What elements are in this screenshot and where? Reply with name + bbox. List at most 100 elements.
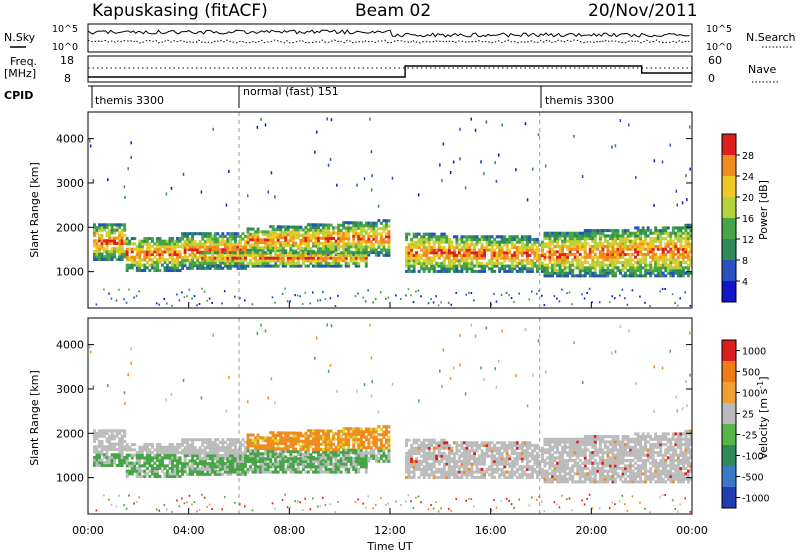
power-cell	[233, 234, 237, 238]
power-cell	[535, 292, 538, 295]
velocity-cell	[135, 459, 139, 463]
power-cell	[671, 253, 675, 257]
power-cell	[364, 256, 368, 260]
power-cell	[173, 239, 177, 243]
velocity-cell	[100, 458, 104, 462]
power-cell	[440, 235, 444, 239]
power-cell	[656, 234, 660, 238]
power-cell	[93, 233, 96, 238]
velocity-cell	[266, 436, 270, 440]
velocity-cell	[198, 467, 202, 471]
power-cell	[664, 274, 668, 278]
velocity-cell	[206, 472, 210, 476]
velocity-cell	[354, 459, 358, 463]
power-cell	[535, 259, 539, 263]
power-cell	[679, 229, 683, 233]
power-cell	[581, 175, 584, 179]
velocity-cell	[266, 449, 270, 453]
power-cell	[148, 253, 152, 257]
velocity-cell	[314, 431, 318, 436]
power-cell	[568, 263, 572, 267]
power-cell	[354, 224, 358, 228]
velocity-cell	[306, 455, 310, 459]
velocity-cell	[319, 467, 323, 471]
power-cell	[535, 253, 539, 257]
power-cell	[601, 260, 605, 265]
power-cell	[561, 247, 565, 251]
velocity-cell	[208, 438, 212, 442]
velocity-cell	[254, 449, 258, 453]
power-cell	[311, 236, 315, 240]
power-cell	[244, 242, 247, 246]
power-cell	[251, 243, 255, 247]
power-cell	[342, 223, 346, 227]
power-cell	[186, 266, 190, 270]
power-cell	[178, 237, 182, 241]
velocity-cell	[244, 451, 247, 455]
power-cell	[281, 256, 285, 260]
velocity-cell	[168, 451, 172, 455]
power-cell	[317, 244, 320, 248]
power-cell	[271, 227, 275, 231]
velocity-cell	[173, 474, 177, 479]
velocity-cell	[357, 443, 361, 447]
velocity-cell	[337, 500, 339, 503]
power-cell	[276, 259, 280, 263]
velocity-cell	[173, 472, 177, 476]
power-cell	[571, 263, 575, 267]
power-cell	[301, 253, 305, 257]
velocity-cell	[296, 470, 300, 474]
velocity-cell	[118, 458, 122, 462]
power-cell	[649, 274, 653, 278]
velocity-cell	[133, 453, 137, 457]
velocity-cell	[289, 439, 293, 443]
power-cell	[515, 240, 519, 244]
power-cell	[415, 253, 419, 257]
power-cell	[495, 243, 499, 247]
power-cell	[483, 172, 485, 176]
power-cell	[93, 225, 96, 230]
velocity-cell	[367, 438, 371, 442]
power-cell	[410, 245, 414, 249]
velocity-cell	[301, 459, 305, 463]
power-cell	[639, 229, 643, 233]
velocity-cell	[226, 443, 230, 447]
power-cell	[123, 225, 127, 230]
power-cell	[158, 303, 161, 306]
power-cell	[671, 274, 675, 278]
power-cell	[193, 242, 197, 246]
power-cell	[510, 269, 514, 273]
velocity-cell	[415, 438, 419, 442]
velocity-cell	[284, 467, 288, 471]
velocity-cell	[369, 448, 373, 452]
velocity-cell	[367, 427, 371, 431]
velocity-cell	[304, 462, 308, 466]
power-cell	[686, 231, 690, 235]
power-cell	[563, 245, 567, 249]
velocity-cell	[254, 457, 258, 461]
power-cell	[528, 237, 532, 241]
velocity-cell	[349, 465, 353, 469]
power-cell	[553, 263, 557, 267]
velocity-cell	[304, 450, 308, 454]
velocity-cell	[150, 464, 154, 468]
power-cell	[608, 245, 612, 249]
power-cell	[108, 239, 112, 243]
power-cell	[352, 229, 356, 233]
power-cell	[639, 268, 643, 273]
power-cell	[211, 237, 215, 241]
power-cell	[168, 237, 172, 241]
velocity-cell	[425, 443, 429, 447]
velocity-cell	[186, 501, 188, 504]
power-cell	[153, 260, 157, 265]
power-cell	[301, 303, 304, 306]
power-cell	[427, 248, 431, 252]
velocity-cell	[450, 467, 454, 471]
power-cell	[478, 251, 481, 255]
velocity-cell	[100, 461, 104, 465]
velocity-cell	[246, 457, 250, 461]
velocity-cell	[178, 461, 182, 465]
power-cell	[314, 259, 318, 263]
power-cell	[661, 253, 665, 257]
velocity-cell	[334, 511, 337, 514]
